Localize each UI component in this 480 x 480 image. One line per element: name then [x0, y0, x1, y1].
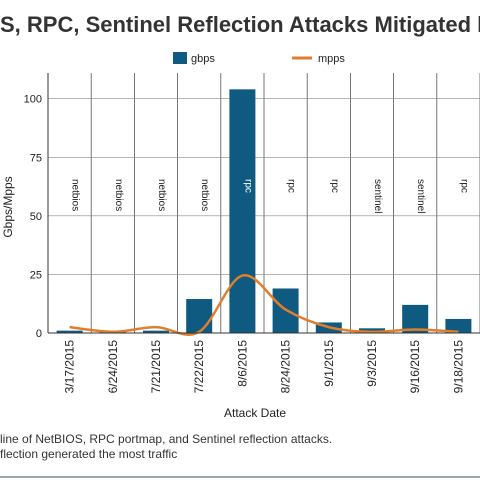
legend-swatch-gbps: [173, 52, 187, 64]
x-axis-label: Attack Date: [224, 406, 286, 420]
legend: gbps mpps: [173, 52, 345, 65]
x-tick-label: 9/16/2015: [408, 340, 422, 394]
annotation-label: rpc: [329, 179, 340, 193]
x-tick-label: 8/24/2015: [279, 340, 293, 394]
x-tick-label: 9/18/2015: [451, 340, 465, 394]
annotation-label: netbios: [113, 179, 124, 211]
chart-canvas: netbios netbios netbios netbios rpc rpc rpc sen…: [1, 52, 480, 420]
annotation-label: rpc: [242, 179, 253, 193]
x-tick-label: 7/22/2015: [192, 340, 206, 394]
bar-gbps: [445, 318, 472, 333]
caption-line-2: flection generated the most traffic: [0, 447, 178, 461]
bar-gbps: [143, 330, 169, 333]
annotation-label: netbios: [70, 179, 81, 211]
y-tick-label: 0: [36, 328, 42, 340]
x-tick-label: 6/24/2015: [106, 340, 120, 394]
x-tick-label: 7/21/2015: [149, 340, 163, 394]
bottom-rule: [0, 476, 480, 478]
annotation-label: rpc: [458, 179, 469, 193]
annotation-label: rpc: [286, 179, 297, 193]
annotation-label: sentinel: [415, 179, 426, 213]
x-tick-label: 3/17/2015: [63, 340, 77, 394]
bar-gbps: [186, 299, 213, 333]
x-tick-label: 8/6/2015: [235, 340, 249, 387]
y-axis-label: Gbps/Mpps: [1, 176, 15, 237]
annotations: netbios netbios netbios netbios rpc rpc rpc sen…: [70, 179, 470, 213]
bar-gbps: [56, 330, 83, 333]
y-tick-label: 75: [30, 152, 42, 164]
y-tick-label: 100: [24, 94, 42, 106]
annotation-label: netbios: [199, 179, 210, 211]
annotation-label: sentinel: [372, 179, 383, 213]
chart-title: S, RPC, Sentinel Reflection Attacks Miti…: [0, 12, 480, 37]
y-tick-label: 50: [30, 211, 42, 223]
y-tick-label: 25: [30, 269, 42, 281]
legend-label-gbps: gbps: [191, 53, 215, 65]
caption-line-1: line of NetBIOS, RPC portmap, and Sentin…: [0, 432, 333, 446]
grid: [47, 73, 480, 334]
legend-label-mpps: mpps: [318, 53, 345, 65]
x-tick-label: 9/1/2015: [322, 340, 336, 387]
axes: 0 25 50 75 100 3/17/2015 6/24/2015 7/21/2015 7/2…: [24, 73, 480, 393]
bar-gbps: [229, 89, 256, 333]
annotation-label: netbios: [156, 179, 167, 211]
mpps-line: [69, 274, 459, 336]
x-tick-label: 9/3/2015: [365, 340, 379, 387]
